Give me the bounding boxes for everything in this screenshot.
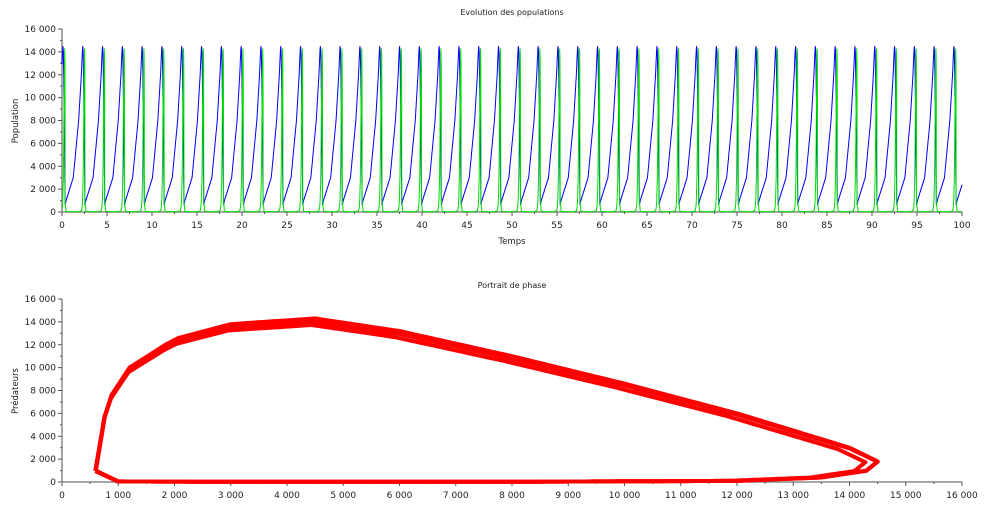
y-tick-label: 12 000 xyxy=(25,341,57,351)
y-tick-label: 10 000 xyxy=(25,364,57,374)
x-tick-label: 10 000 xyxy=(609,491,641,501)
y-tick-label: 10 000 xyxy=(25,94,57,104)
x-tick-label: 16 000 xyxy=(946,491,978,501)
x-tick-label: 0 xyxy=(59,491,65,501)
y-tick-label: 0 xyxy=(50,208,56,218)
y-tick-label: 8 000 xyxy=(30,117,56,127)
series-prey xyxy=(61,46,963,206)
y-tick-label: 16 000 xyxy=(25,25,57,35)
x-tick-label: 2 000 xyxy=(162,491,188,501)
chart-title-top: Evolution des populations xyxy=(460,8,563,17)
y-tick-label: 2 000 xyxy=(30,185,56,195)
x-tick-label: 15 000 xyxy=(890,491,922,501)
x-tick-label: 40 xyxy=(416,221,428,231)
x-tick-label: 75 xyxy=(731,221,742,231)
y-tick-label: 6 000 xyxy=(30,139,56,149)
x-tick-label: 3 000 xyxy=(218,491,244,501)
y-tick-label: 6 000 xyxy=(30,409,56,419)
series-predator xyxy=(61,48,963,213)
x-tick-label: 35 xyxy=(371,221,382,231)
x-tick-label: 0 xyxy=(59,221,65,231)
x-tick-label: 90 xyxy=(866,221,878,231)
x-tick-label: 5 000 xyxy=(330,491,356,501)
x-tick-label: 25 xyxy=(281,221,292,231)
y-tick-label: 8 000 xyxy=(30,387,56,397)
y-tick-label: 14 000 xyxy=(25,318,57,328)
y-axis-label-bottom: Prédateurs xyxy=(10,367,21,414)
y-tick-label: 0 xyxy=(50,478,56,488)
x-tick-label: 70 xyxy=(686,221,698,231)
plot-populations: 0 5 10 15 20 25 30 35 40 45 50 55 60 65 70 75 80 85 90 95 10… xyxy=(25,25,971,231)
x-tick-label: 5 xyxy=(104,221,110,231)
x-tick-label: 50 xyxy=(506,221,518,231)
y-tick-label: 12 000 xyxy=(25,71,57,81)
x-tick-label: 9 000 xyxy=(555,491,581,501)
x-tick-label: 6 000 xyxy=(387,491,413,501)
x-tick-label: 14 000 xyxy=(834,491,866,501)
chart-title-bottom: Portrait de phase xyxy=(478,281,547,290)
x-tick-label: 100 xyxy=(953,221,970,231)
y-axis-label-top: Population xyxy=(11,99,21,144)
x-tick-label: 15 xyxy=(191,221,202,231)
x-tick-label: 30 xyxy=(326,221,338,231)
phase-trajectory xyxy=(93,316,880,484)
x-tick-label: 12 000 xyxy=(721,491,753,501)
y-tick-label: 4 000 xyxy=(30,162,56,172)
x-tick-label: 7 000 xyxy=(443,491,469,501)
x-tick-label: 4 000 xyxy=(274,491,300,501)
y-tick-label: 14 000 xyxy=(25,48,57,58)
x-tick-label: 20 xyxy=(236,221,248,231)
x-tick-label: 80 xyxy=(776,221,788,231)
x-axis-label-top: Temps xyxy=(497,237,526,247)
y-tick-label: 4 000 xyxy=(30,432,56,442)
x-tick-label: 10 xyxy=(146,221,158,231)
y-tick-label: 16 000 xyxy=(25,295,57,305)
plot-phase-portrait: 0 1 000 2 000 3 000 4 000 5 000 6 000 7 000 8 00… xyxy=(25,295,979,501)
phase-trajectory xyxy=(93,319,880,484)
x-tick-label: 85 xyxy=(821,221,832,231)
x-tick-label: 60 xyxy=(596,221,608,231)
x-tick-label: 55 xyxy=(551,221,562,231)
x-tick-label: 11 000 xyxy=(665,491,697,501)
x-tick-label: 8 000 xyxy=(499,491,525,501)
x-tick-label: 45 xyxy=(461,221,472,231)
y-tick-label: 2 000 xyxy=(30,455,56,465)
x-tick-label: 65 xyxy=(641,221,652,231)
x-tick-label: 13 000 xyxy=(778,491,810,501)
x-tick-label: 95 xyxy=(911,221,922,231)
x-tick-label: 1 000 xyxy=(105,491,131,501)
